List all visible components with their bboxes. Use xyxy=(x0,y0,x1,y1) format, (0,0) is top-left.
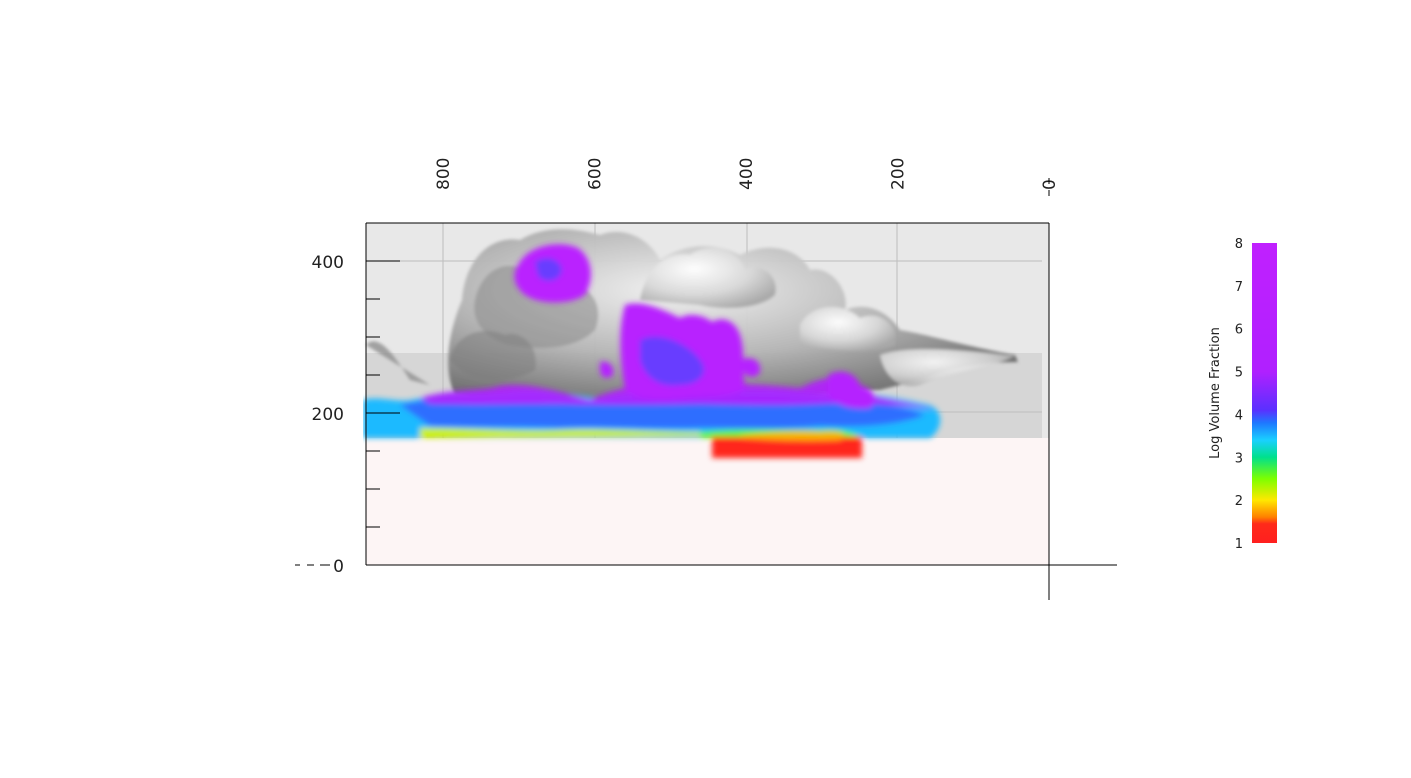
y-tick-label: 0 xyxy=(333,557,344,577)
x-tick-label: 0 xyxy=(1040,179,1060,190)
field-plume-core xyxy=(640,336,704,386)
y-tick-label: 200 xyxy=(312,405,344,425)
x-tick-label: 800 xyxy=(434,158,454,190)
axes xyxy=(365,222,1117,600)
field-red-pool xyxy=(712,437,862,458)
field-right-lobe xyxy=(828,371,876,409)
x-tick-label: 600 xyxy=(586,158,606,190)
y-tick-labels: 400 200 0 xyxy=(312,253,344,577)
y-tick-label: 400 xyxy=(312,253,344,273)
volume-fraction-field xyxy=(363,244,941,458)
field-orange-pool xyxy=(740,431,844,441)
colorbar-label: Log Volume Fraction xyxy=(1208,327,1223,459)
colorbar-tick-label: 1 xyxy=(1235,537,1243,552)
colorbar-tick-label: 8 xyxy=(1235,237,1243,252)
field-yellow-underflow xyxy=(420,428,710,438)
colorbar-tick-label: 7 xyxy=(1235,280,1243,295)
colorbar-tick-label: 6 xyxy=(1235,323,1243,338)
colorbar-tick-label: 3 xyxy=(1235,451,1243,466)
plot-area xyxy=(363,223,1049,565)
field-small-puff xyxy=(600,361,614,378)
x-tick-label: 200 xyxy=(889,158,909,190)
ground-region xyxy=(366,438,1049,565)
x-tick-label: 400 xyxy=(737,158,757,190)
colorbar: 8 7 6 5 4 3 2 1 Log Volume Fraction xyxy=(1208,237,1277,552)
colorbar-gradient xyxy=(1252,243,1277,543)
field-bubble-core xyxy=(535,258,562,281)
colorbar-tick-label: 2 xyxy=(1235,494,1243,509)
colorbar-tick-labels: 8 7 6 5 4 3 2 1 xyxy=(1235,237,1243,552)
origin-dashes xyxy=(295,178,1050,566)
x-tick-labels: 800 600 400 200 0 xyxy=(434,158,1060,190)
colorbar-tick-label: 5 xyxy=(1235,366,1243,381)
y-minor-ticks xyxy=(366,260,400,528)
field-plume-puff xyxy=(742,358,761,377)
colorbar-tick-label: 4 xyxy=(1235,408,1243,423)
